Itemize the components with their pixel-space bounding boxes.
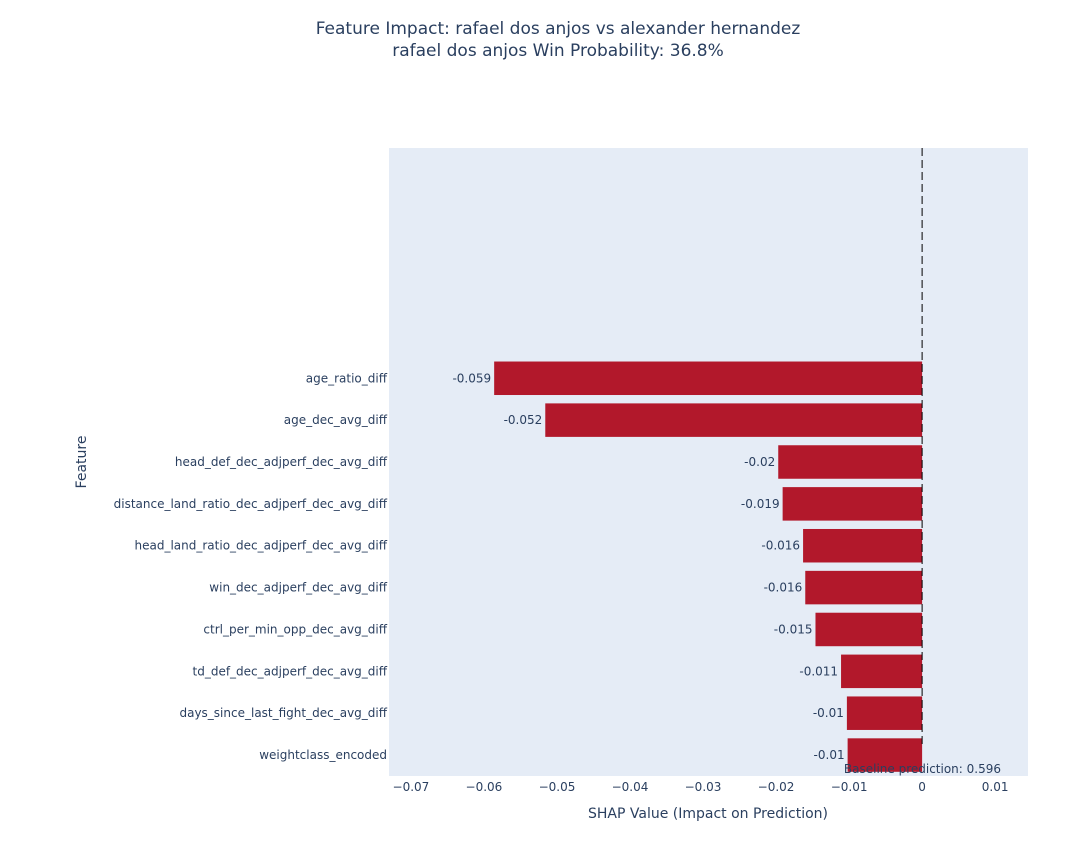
bar-age_dec_avg_diff (545, 403, 923, 437)
data-label-weightclass_encoded: -0.01 (814, 748, 845, 762)
x-tick-labels: −0.07 −0.06 −0.05 −0.04 −0.03 −0.02 −0.01 0 0.01 (393, 780, 1009, 794)
bar-win_dec_adjperf_dec_avg_diff (805, 570, 923, 605)
x-tick-label: −0.07 (393, 780, 430, 794)
bar-head_land_ratio_dec_adjperf_dec_avg_diff (803, 528, 923, 563)
x-tick-label: 0.01 (982, 780, 1009, 794)
bar-days_since_last_fight_dec_avg_diff (846, 696, 923, 730)
y-tick-label-days_since_last_fight_dec_avg_diff: days_since_last_fight_dec_avg_diff (179, 706, 387, 720)
bar-age_ratio_diff (494, 361, 923, 396)
bar-ctrl_per_min_opp_dec_avg_diff (815, 612, 923, 647)
data-labels-group: -0.059 -0.052 -0.02 -0.019 -0.016 -0.016 -0.01… (452, 371, 844, 762)
y-tick-label-head_def_dec_adjperf_dec_avg_diff: head_def_dec_adjperf_dec_avg_diff (175, 455, 388, 469)
data-label-head_def_dec_adjperf_dec_avg_diff: -0.02 (744, 455, 775, 469)
x-tick-label: −0.05 (539, 780, 576, 794)
baseline-annotation: Baseline prediction: 0.596 (844, 762, 1001, 776)
y-tick-label-td_def_dec_adjperf_dec_avg_diff: td_def_dec_adjperf_dec_avg_diff (193, 664, 388, 678)
y-tick-labels: age_ratio_diff age_dec_avg_diff head_def_d… (114, 371, 388, 762)
x-tick-label: −0.02 (758, 780, 795, 794)
data-label-distance_land_ratio_dec_adjperf_dec_avg_diff: -0.019 (741, 497, 780, 511)
x-tick-label: −0.01 (831, 780, 868, 794)
y-tick-label-head_land_ratio_dec_adjperf_dec_avg_diff: head_land_ratio_dec_adjperf_dec_avg_diff (135, 539, 388, 553)
x-tick-label: −0.04 (612, 780, 649, 794)
bar-head_def_dec_adjperf_dec_avg_diff (778, 445, 923, 479)
data-label-td_def_dec_adjperf_dec_avg_diff: -0.011 (799, 664, 838, 678)
data-label-age_ratio_diff: -0.059 (452, 371, 491, 385)
data-label-age_dec_avg_diff: -0.052 (504, 413, 543, 427)
data-label-win_dec_adjperf_dec_avg_diff: -0.016 (764, 581, 803, 595)
chart-title: Feature Impact: rafael dos anjos vs alex… (316, 19, 801, 39)
y-tick-label-win_dec_adjperf_dec_avg_diff: win_dec_adjperf_dec_avg_diff (209, 581, 387, 595)
x-axis-title: SHAP Value (Impact on Prediction) (588, 806, 828, 822)
chart-subtitle: rafael dos anjos Win Probability: 36.8% (392, 41, 724, 61)
y-tick-label-distance_land_ratio_dec_adjperf_dec_avg_diff: distance_land_ratio_dec_adjperf_dec_avg_… (114, 497, 388, 511)
data-label-ctrl_per_min_opp_dec_avg_diff: -0.015 (774, 622, 813, 636)
y-tick-label-ctrl_per_min_opp_dec_avg_diff: ctrl_per_min_opp_dec_avg_diff (203, 622, 387, 636)
y-tick-label-age_ratio_diff: age_ratio_diff (306, 371, 388, 385)
bar-td_def_dec_adjperf_dec_avg_diff (841, 654, 923, 689)
data-label-days_since_last_fight_dec_avg_diff: -0.01 (813, 706, 844, 720)
data-label-head_land_ratio_dec_adjperf_dec_avg_diff: -0.016 (761, 539, 800, 553)
bars-group (494, 361, 923, 772)
x-tick-label: −0.03 (685, 780, 722, 794)
y-tick-label-weightclass_encoded: weightclass_encoded (259, 748, 387, 762)
bar-weightclass_encoded (847, 738, 923, 772)
plot-area (389, 148, 1028, 776)
bar-distance_land_ratio_dec_adjperf_dec_avg_diff (782, 487, 923, 521)
x-tick-label: −0.06 (466, 780, 503, 794)
y-axis-title: Feature (74, 436, 90, 489)
x-tick-label: 0 (918, 780, 926, 794)
y-tick-label-age_dec_avg_diff: age_dec_avg_diff (284, 413, 388, 427)
